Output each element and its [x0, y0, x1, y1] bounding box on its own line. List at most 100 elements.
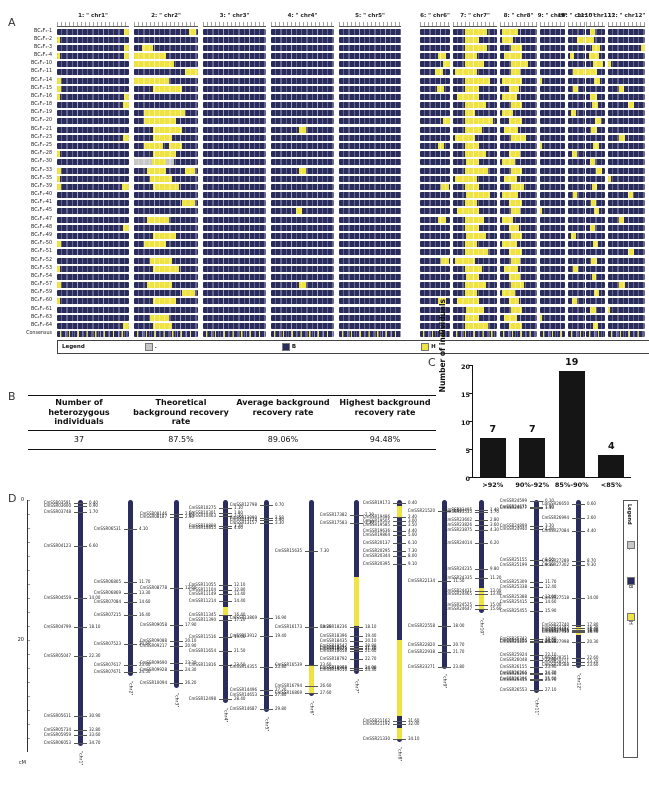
heterozygous-segment	[465, 77, 491, 84]
marker-position: 12.40	[545, 583, 557, 589]
heterozygous-region	[222, 607, 228, 616]
genotype-block-chr9	[540, 69, 565, 76]
chromosome-header: 11: " chr11"	[576, 13, 615, 19]
y-tick-label: 0	[465, 475, 470, 483]
genotype-block-chr11	[586, 233, 605, 239]
marker-name: CmSSR05047	[43, 653, 71, 659]
genotype-block-chr3	[203, 175, 266, 182]
genotype-block-chr6	[420, 53, 450, 60]
genotype-block-chr12	[608, 322, 645, 329]
marker-name: CmSSR14653	[229, 691, 257, 697]
marker-name: CmSSR14355	[229, 663, 257, 669]
genotype-block-chr4	[271, 290, 334, 297]
marker-position: 1.10	[234, 504, 243, 510]
genotype-block-chr4	[271, 224, 334, 231]
linkage-bar-chr6	[308, 500, 314, 696]
genotype-block-chr2	[134, 44, 198, 51]
genotype-block-chr12	[608, 249, 645, 256]
genotype-block-chr11	[586, 93, 605, 100]
genotype-block-chr12	[608, 192, 645, 199]
genotype-block-chr5	[339, 118, 401, 125]
marker-position: 2.80	[490, 516, 499, 522]
heterozygous-segment	[143, 110, 186, 117]
genotype-row-label: BC₂F₁-48	[31, 224, 52, 230]
marker-name: CmSSR06053	[43, 739, 71, 745]
bar-90%-92%	[519, 437, 546, 477]
marker-position: 18.10	[89, 623, 101, 629]
marker-name: CmSSR24677	[499, 504, 527, 510]
genotype-block-chr10	[568, 290, 585, 297]
genotype-block-chr8	[500, 224, 537, 231]
genotype-block-chr7	[453, 159, 497, 166]
marker-position: 19.40	[275, 632, 287, 638]
marker-position: 1.70	[490, 508, 499, 514]
genotype-block-chr8	[500, 265, 537, 272]
genotype-block-chr5	[339, 273, 401, 280]
genotype-block-chr4	[271, 36, 334, 43]
genotype-block-chr9	[540, 314, 565, 321]
heterozygous-segment	[511, 282, 525, 289]
marker-tick	[259, 635, 273, 637]
marker-position: 11.70	[139, 578, 151, 584]
chromosome-name-label: "chr1"	[77, 751, 83, 766]
marker-tick	[571, 565, 585, 566]
heterozygous-segment	[442, 118, 450, 125]
genotype-block-chr7	[453, 265, 497, 272]
bar-<85%	[598, 454, 625, 477]
x-category-label: >92%	[482, 481, 504, 489]
marker-tick	[169, 625, 183, 626]
heterozygous-segment	[511, 167, 523, 174]
marker-name: CmSSR18435	[319, 637, 347, 643]
map-legend: Legend. B H	[623, 500, 638, 758]
genotype-block-chr9	[540, 233, 565, 239]
genotype-block-chr6	[420, 126, 450, 133]
marker-tick	[349, 626, 363, 628]
marker-name: CmSSR23826	[444, 522, 472, 528]
heterozygous-segment	[465, 183, 480, 190]
genotype-block-chr3	[203, 331, 266, 338]
genotype-row-label: BC₂F₁-63	[31, 314, 52, 320]
genotype-row-label: BC₂F₁-41	[31, 200, 52, 206]
marker-tick	[474, 591, 488, 592]
genotype-block-chr4	[271, 282, 334, 289]
heterozygous-segment	[503, 314, 517, 321]
marker-position: 0.60	[587, 501, 596, 507]
marker-position: 20.10	[185, 637, 197, 643]
marker-tick	[529, 500, 543, 502]
marker-tick	[304, 551, 318, 552]
genotype-block-chr12	[608, 102, 645, 109]
heterozygous-segment	[465, 36, 480, 43]
genotype-block-chr1	[57, 249, 129, 256]
heterozygous-segment	[169, 143, 182, 150]
heterozygous-segment	[150, 257, 173, 264]
marker-name: CmSSR11214	[188, 597, 216, 603]
genotype-block-chr1	[57, 126, 129, 133]
genotype-block-chr6	[420, 175, 450, 182]
genotype-block-chr10	[568, 134, 585, 141]
marker-name: CmSSR10463	[188, 513, 216, 519]
marker-name: CmSSR11149	[188, 590, 216, 596]
genotype-block-chr4	[271, 249, 334, 256]
marker-name: CmSSR07215	[93, 611, 121, 617]
genotype-block-chr4	[271, 28, 334, 35]
genotype-block-chr3	[203, 143, 266, 150]
genotype-block-chr9	[540, 110, 565, 117]
chromosome-header: 3: " chr3"	[219, 13, 250, 19]
bar-value-label: 7	[528, 423, 536, 435]
heterozygous-segment	[185, 69, 198, 76]
marker-name: CmSSR25742	[499, 635, 527, 641]
genotype-row-label: BC₂F₁-54	[31, 273, 52, 279]
marker-tick	[392, 524, 406, 526]
marker-position: 25.70	[545, 676, 557, 682]
marker-name: CmSSR27914	[541, 627, 569, 633]
genotype-row-label: BC₂F₁-45	[31, 208, 52, 214]
marker-position: 13.40	[234, 590, 246, 596]
genotype-block-chr1	[57, 265, 129, 272]
genotype-block-chr5	[339, 159, 401, 166]
marker-position: 3.00	[408, 518, 417, 523]
heterozygous-segment	[511, 257, 521, 264]
table-header-cell: Average background recovery rate	[236, 398, 330, 417]
marker-name: CmSSR13157	[229, 520, 257, 526]
marker-position: 22.10	[545, 651, 557, 657]
marker-name: CmSSR10855	[188, 525, 216, 530]
